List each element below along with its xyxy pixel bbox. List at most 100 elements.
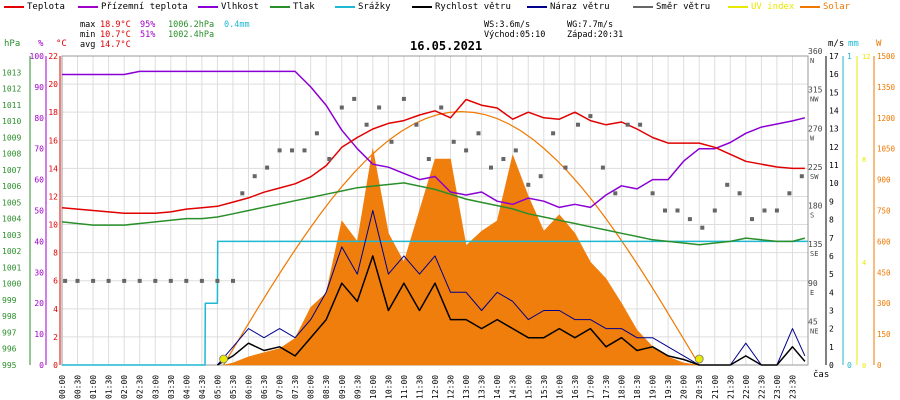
axes-group: hPa% °C m/s mm Wčas9959969979989991000100110… (2, 39, 896, 380)
tick-label-degc: 12 (48, 192, 58, 201)
tick-label-time: 11:30 (415, 375, 424, 399)
legend-swatch-teplota (4, 5, 24, 8)
tick-label-hpa: 1013 (2, 68, 21, 77)
wind-direction-point (663, 208, 667, 213)
tick-label-ms: 12 (829, 143, 839, 152)
tick-label-ms: 16 (829, 70, 839, 79)
legend-label-vlhkost: Vlhkost (221, 2, 259, 12)
tick-label-uv: 0 (862, 362, 866, 370)
tick-label-direction: 360 (808, 47, 823, 56)
tick-label-degc: 4 (53, 305, 58, 314)
chart-title: 16.05.2021 (410, 39, 483, 53)
wind-direction-point (725, 182, 730, 187)
wind-direction-point (687, 217, 692, 222)
tick-label-time: 07:30 (291, 375, 300, 399)
tick-label-time: 00:00 (58, 375, 67, 399)
tick-label-time: 07:00 (276, 375, 285, 399)
wind-direction-point (600, 165, 605, 170)
wind-direction-point (675, 208, 680, 213)
stat-sunset: Západ:20:31 (567, 30, 624, 40)
tick-label-time: 22:30 (757, 375, 766, 399)
tick-label-direction-sub: SE (810, 250, 818, 258)
wind-direction-point (750, 217, 754, 222)
tick-label-pct: 40 (34, 237, 44, 246)
x-tick-labels-group: 00:00 00:30 01:00 01:30 02:00 02:30 03:00 03:30… (58, 375, 797, 399)
tick-label-degc: 0 (53, 361, 58, 370)
wind-direction-point (215, 278, 220, 283)
stat-max-hum: 95% (140, 20, 156, 30)
tick-label-time: 10:30 (384, 375, 393, 399)
legend-swatch-uv-index (728, 5, 748, 8)
tick-label-time: 02:00 (120, 375, 129, 399)
legend-swatch-smer-vetru (633, 5, 653, 8)
tick-label-w: 600 (877, 237, 891, 246)
tick-label-hpa: 998 (2, 312, 17, 321)
tick-label-ms: 0 (829, 361, 834, 370)
tick-label-time: 08:00 (307, 375, 316, 399)
tick-label-time: 13:00 (462, 375, 471, 399)
tick-label-time: 08:30 (322, 375, 331, 399)
axis-title-hpa: hPa (4, 39, 20, 49)
tick-label-direction: 270 (808, 124, 823, 133)
stat-max-temp: 18.9°C (100, 20, 131, 30)
wind-direction-point (613, 191, 618, 196)
legend-swatch-naraz-vetru (527, 5, 547, 8)
axis-title-cas: čas (813, 369, 829, 380)
tick-label-time: 16:00 (555, 375, 564, 399)
tick-label-time: 20:00 (680, 375, 689, 399)
tick-label-hpa: 1009 (2, 133, 21, 142)
tick-label-degc: 6 (53, 277, 58, 286)
tick-label-direction: 45 (808, 317, 818, 326)
tick-label-degc: 14 (48, 164, 58, 173)
series-line-srazky (62, 240, 808, 366)
wind-direction-point (576, 122, 580, 127)
wind-direction-point (625, 122, 630, 127)
solar-area (223, 148, 700, 366)
stat-min-hum: 51% (140, 30, 156, 40)
stat-avg-temp: 14.7°C (100, 40, 131, 50)
stat-sunrise: Východ:05:10 (484, 30, 546, 40)
series-line-teplota (61, 98, 805, 215)
wind-direction-point (265, 165, 270, 170)
tick-label-ms: 6 (829, 252, 834, 261)
tick-label-time: 18:00 (618, 375, 627, 399)
tick-label-w: 1500 (877, 52, 896, 61)
tick-label-w: 450 (877, 268, 891, 277)
tick-label-hpa: 1001 (2, 263, 21, 272)
tick-label-time: 09:00 (338, 375, 347, 399)
wind-direction-group (63, 96, 804, 364)
tick-label-time: 22:00 (742, 375, 751, 399)
tick-label-w: 300 (877, 299, 891, 308)
axis-title-mm: mm (848, 39, 859, 49)
wind-direction-point (153, 278, 158, 283)
wind-direction-point (700, 225, 705, 230)
wind-direction-point (538, 174, 543, 179)
tick-label-time: 01:30 (105, 375, 114, 399)
wind-direction-point (787, 191, 792, 196)
tick-label-ms: 15 (829, 88, 839, 97)
tick-label-hpa: 1000 (2, 280, 21, 289)
tick-label-hpa: 1011 (2, 101, 21, 110)
tick-label-time: 18:30 (633, 375, 642, 399)
tick-label-time: 14:00 (493, 375, 502, 399)
uv-marker (694, 354, 704, 364)
tick-label-direction-sub: NE (810, 327, 818, 335)
wind-direction-point (106, 278, 111, 283)
legend-item-solar: Solar (800, 2, 850, 12)
axis-title-pct: % (38, 39, 44, 49)
tick-label-degc: 18 (48, 108, 58, 117)
tick-label-time: 14:30 (509, 375, 518, 399)
tick-label-time: 19:30 (664, 375, 673, 399)
tick-label-mm: 1 (847, 52, 852, 61)
tick-label-ms: 17 (829, 52, 839, 61)
wind-direction-point (75, 278, 80, 283)
tick-label-hpa: 995 (2, 361, 17, 370)
tick-label-ms: 5 (829, 270, 834, 279)
tick-label-time: 15:00 (524, 375, 533, 399)
tick-label-time: 12:30 (447, 375, 456, 399)
tick-label-uv: 12 (862, 53, 870, 61)
tick-label-hpa: 1004 (2, 215, 21, 224)
tick-label-pct: 90 (34, 83, 44, 92)
tick-label-w: 1200 (877, 114, 896, 123)
wind-direction-point (563, 165, 568, 170)
